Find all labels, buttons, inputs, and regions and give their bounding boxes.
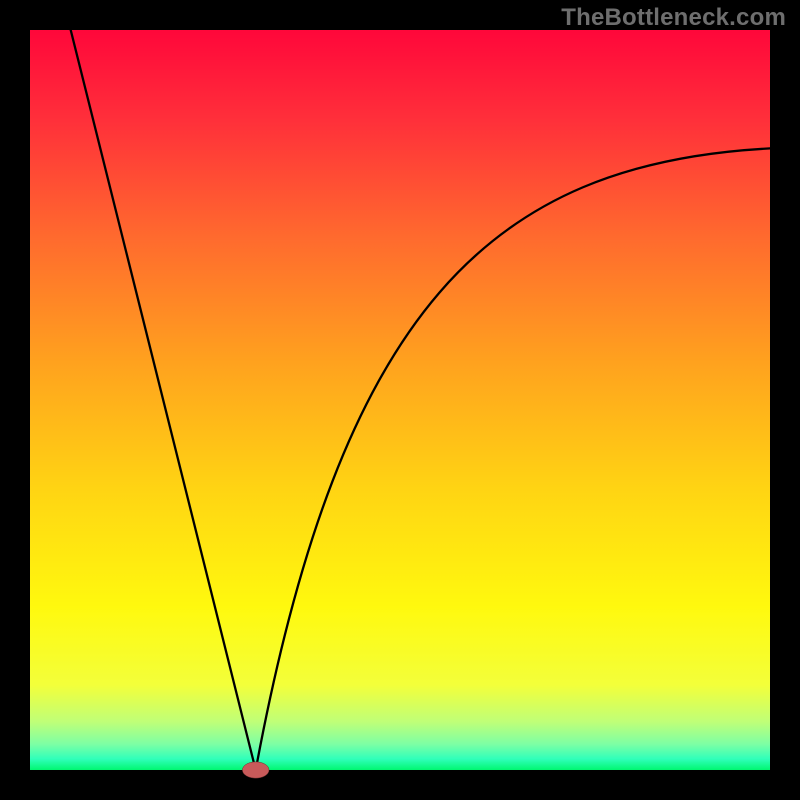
- plot-area: [30, 30, 770, 770]
- minimum-marker: [242, 762, 269, 778]
- bottleneck-chart: [0, 0, 800, 800]
- watermark-text: TheBottleneck.com: [561, 4, 786, 32]
- chart-container: { "meta": { "watermark": "TheBottleneck.…: [0, 0, 800, 800]
